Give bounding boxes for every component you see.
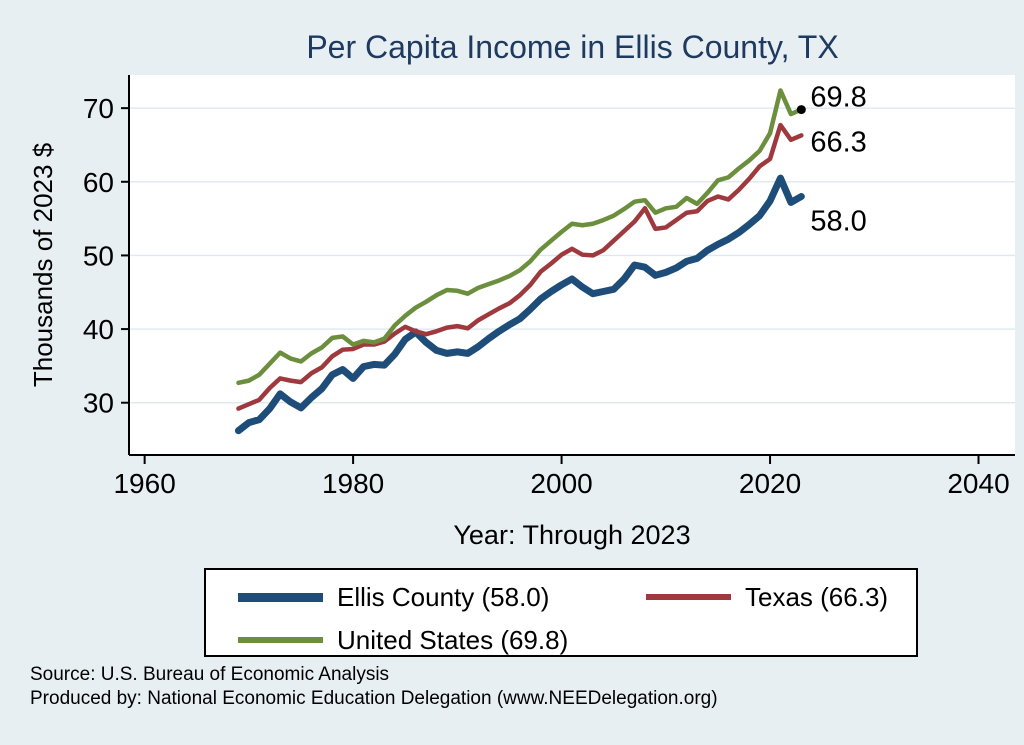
y-tick-label: 30	[83, 388, 114, 419]
legend-label-texas: Texas (66.3)	[745, 581, 889, 612]
x-tick-label: 1960	[113, 468, 175, 499]
legend-label-united-states: United States (69.8)	[337, 624, 569, 655]
legend: Ellis County (58.0) Texas (66.3) United …	[204, 568, 918, 657]
texas-line-swatch	[646, 594, 731, 600]
x-tick-label: 2040	[947, 468, 1009, 499]
plot-area	[129, 75, 1015, 455]
legend-grid: Ellis County (58.0) Texas (66.3) United …	[206, 570, 916, 658]
y-tick-label: 70	[83, 93, 114, 124]
y-tick-label: 60	[83, 167, 114, 198]
end-value-label: 66.3	[810, 126, 866, 158]
series-line-united-states	[236, 88, 804, 386]
x-tick-label: 2020	[739, 468, 801, 499]
footer: Source: U.S. Bureau of Economic Analysis…	[30, 663, 1010, 711]
end-value-label: 58.0	[810, 206, 866, 238]
y-tick-label: 40	[83, 314, 114, 345]
legend-label-ellis-county: Ellis County (58.0)	[337, 581, 550, 612]
united-states-line-swatch	[238, 637, 323, 643]
ellis-county-line-swatch	[238, 592, 323, 602]
end-dot	[796, 105, 806, 115]
legend-item-united-states: United States (69.8)	[238, 622, 646, 658]
series-line-ellis-county	[234, 174, 805, 435]
x-axis-title: Year: Through 2023	[453, 520, 690, 550]
x-tick-label: 1980	[322, 468, 384, 499]
chart-title: Per Capita Income in Ellis County, TX	[306, 29, 839, 65]
end-value-label: 69.8	[810, 82, 866, 114]
legend-item-ellis-county: Ellis County (58.0)	[238, 579, 646, 615]
x-tick-label: 2000	[530, 468, 592, 499]
footer-source-line: Source: U.S. Bureau of Economic Analysis	[30, 664, 390, 685]
series-line-texas	[236, 122, 804, 411]
legend-item-texas: Texas (66.3)	[646, 579, 916, 615]
y-tick-label: 50	[83, 240, 114, 271]
y-axis-title: Thousands of 2023 $	[28, 142, 58, 387]
footer-produced-by-line: Produced by: National Economic Education…	[30, 688, 718, 709]
